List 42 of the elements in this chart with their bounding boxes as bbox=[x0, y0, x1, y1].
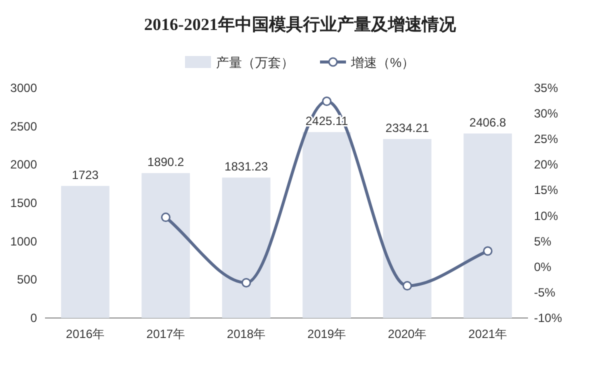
bar bbox=[383, 139, 432, 318]
point bbox=[322, 96, 332, 106]
legend-label: 产量（万套） bbox=[216, 55, 294, 70]
data-label: 1831.23 bbox=[224, 160, 268, 174]
x-tick-label: 2017年 bbox=[146, 327, 186, 341]
point bbox=[161, 212, 170, 222]
y2-tick-label: 10% bbox=[534, 208, 558, 223]
x-tick-label: 2020年 bbox=[388, 327, 427, 341]
y-tick-label: 500 bbox=[16, 272, 38, 287]
x-tick-label: 2018年 bbox=[226, 327, 266, 341]
y2-tick-label: -10% bbox=[534, 311, 562, 325]
bar bbox=[222, 178, 270, 318]
y2-tick-label: -5% bbox=[534, 285, 556, 300]
y2-tick-label: 5% bbox=[534, 234, 552, 248]
bar bbox=[142, 173, 190, 318]
y-tick-label: 0 bbox=[30, 311, 38, 325]
bar bbox=[464, 133, 512, 318]
y2-tick-label: 0% bbox=[534, 260, 552, 274]
chart-title: 2016-2021年中国模具行业产量及增速情况 bbox=[144, 15, 457, 34]
y-tick-label: 1500 bbox=[10, 196, 38, 210]
point bbox=[242, 278, 251, 288]
y-tick-label: 3000 bbox=[10, 81, 38, 95]
y2-tick-label: 15% bbox=[534, 183, 558, 198]
x-tick-label: 2019年 bbox=[307, 327, 346, 341]
legend-label: 增速（%） bbox=[350, 55, 415, 70]
data-label: 2334.21 bbox=[386, 121, 430, 136]
data-label: 1890.2 bbox=[147, 155, 184, 170]
y2-tick-label: 25% bbox=[534, 132, 558, 146]
x-tick-label: 2016年 bbox=[66, 327, 105, 341]
y2-tick-label: 20% bbox=[534, 158, 558, 172]
y-tick-label: 1000 bbox=[10, 234, 38, 248]
point bbox=[483, 246, 492, 256]
bar bbox=[61, 186, 110, 318]
y-tick-label: 2500 bbox=[10, 119, 38, 134]
point bbox=[402, 281, 412, 291]
y-tick-label: 2000 bbox=[10, 158, 38, 172]
data-label: 2406.8 bbox=[469, 115, 506, 130]
y2-tick-label: 30% bbox=[534, 106, 558, 121]
bar bbox=[302, 132, 351, 318]
data-label: 1723 bbox=[72, 168, 99, 182]
x-tick-label: 2021年 bbox=[468, 327, 508, 341]
y2-tick-label: 35% bbox=[534, 81, 558, 95]
